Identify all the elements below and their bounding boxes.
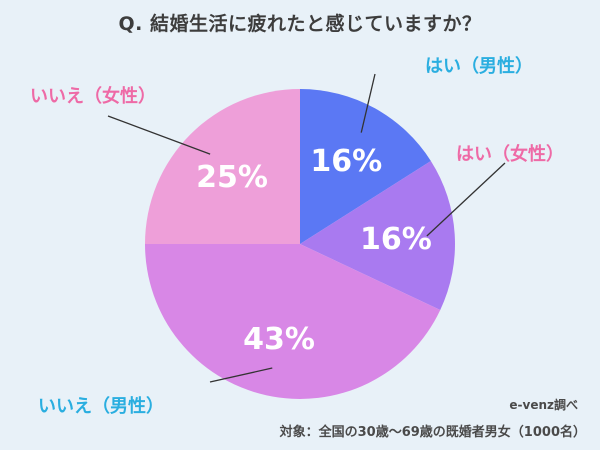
slice-yes-male-leader-line [360, 73, 376, 133]
slice-yes-female [300, 160, 455, 310]
slice-label-no-female: いいえ（女性） [30, 86, 156, 107]
slice-label-yes-female: はい（女性） [456, 144, 564, 165]
slice-no-female-leader-line [107, 115, 211, 155]
slice-label-no-male: いいえ（男性） [38, 396, 164, 417]
slice-no-male [145, 244, 441, 399]
slice-label-yes-male: はい（男性） [425, 56, 533, 77]
slice-no-male-value-label: 43% [243, 322, 315, 357]
slice-no-female [145, 89, 300, 244]
slice-no-male-leader-line [209, 367, 273, 383]
slice-yes-female-value-label: 16% [360, 222, 432, 257]
slice-yes-male-value-label: 16% [310, 144, 382, 179]
source-note: e-venz調べ [509, 398, 578, 412]
slice-no-female-value-label: 25% [196, 160, 268, 195]
survey-target-note: 対象：全国の30歳〜69歳の既婚者男女（1000名） [279, 425, 586, 440]
slice-yes-female-leader-line [426, 162, 506, 237]
chart-title: Q. 結婚生活に疲れたと感じていますか？ [118, 13, 482, 35]
slice-yes-male [300, 89, 431, 244]
